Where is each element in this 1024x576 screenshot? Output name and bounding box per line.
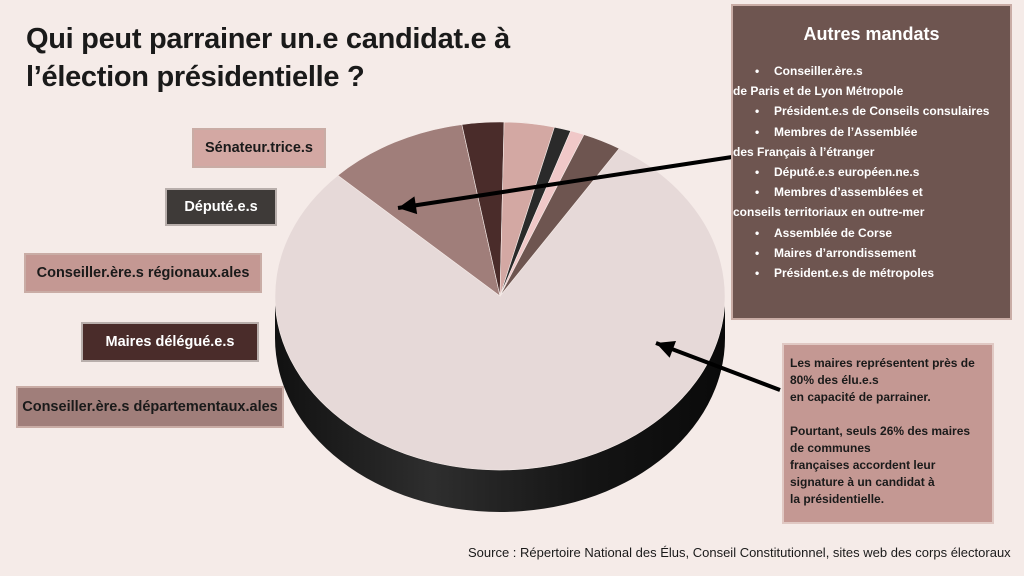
label-deputes: Député.e.s <box>165 188 277 226</box>
label-regionaux: Conseiller.ère.s régionaux.ales <box>24 253 262 293</box>
list-item: • Assemblée de Corse <box>755 225 893 240</box>
page-title: Qui peut parrainer un.e candidat.e à l’é… <box>26 23 510 93</box>
pie-top <box>274 121 726 471</box>
pie-slice-1 <box>337 124 501 297</box>
maires-note-box: Les maires représentent près de 80% des … <box>782 343 994 524</box>
arrow-maires-head <box>656 340 677 358</box>
maires-note-p2: Pourtant, seuls 26% des maires de commun… <box>790 424 971 506</box>
list-item: • Membres de l’Assemblée des Français à l’… <box>733 124 918 159</box>
autres-mandats-title: Autres mandats <box>803 24 940 44</box>
list-item: • Président.e.s de métropoles <box>755 266 935 281</box>
arrow-autres-head <box>398 196 418 215</box>
list-item: • Président.e.s de Conseils consulaires <box>755 104 990 119</box>
maires-note-p1: Les maires représentent près de 80% des … <box>790 356 975 404</box>
pie-slice-6 <box>499 134 620 297</box>
autres-mandats-box: Autres mandats • Conseiller.ère.s de Paris… <box>731 4 1012 320</box>
pie-slice-0 <box>274 148 726 471</box>
source-text: Source : Répertoire National des Élus, C… <box>468 545 1011 560</box>
pie-side-wall <box>275 296 725 512</box>
arrows <box>397 155 781 392</box>
list-item: • Membres d’assemblées et conseils territo… <box>733 185 925 220</box>
label-departementaux: Conseiller.ère.s départementaux.ales <box>16 386 284 428</box>
label-senateurs: Sénateur.trice.s <box>192 128 326 168</box>
pie-side <box>275 296 725 512</box>
label-maires-delegues: Maires délégué.e.s <box>81 322 259 362</box>
arrow-autres-line <box>397 155 733 210</box>
list-item: • Député.e.s européen.ne.s <box>755 165 920 180</box>
autres-mandats-list: • Conseiller.ère.s de Paris et de Lyon Mét… <box>733 61 1010 283</box>
list-item: • Conseiller.ère.s de Paris et de Lyon Mét… <box>733 64 904 99</box>
arrow-maires-line <box>655 341 781 392</box>
list-item: • Maires d’arrondissement <box>755 245 917 260</box>
